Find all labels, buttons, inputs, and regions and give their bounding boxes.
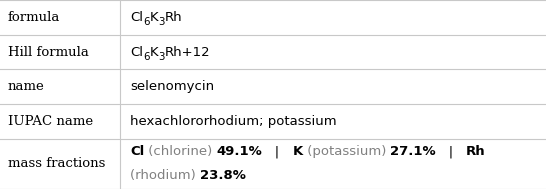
Text: (chlorine): (chlorine) (144, 145, 217, 158)
Text: 6: 6 (143, 17, 150, 27)
Text: Rh: Rh (165, 11, 182, 24)
Text: (rhodium): (rhodium) (130, 169, 200, 182)
Text: 27.1%: 27.1% (390, 145, 436, 158)
Text: IUPAC name: IUPAC name (8, 115, 93, 128)
Text: 49.1%: 49.1% (217, 145, 263, 158)
Text: 3: 3 (158, 52, 165, 62)
Text: Rh: Rh (466, 145, 485, 158)
Text: Cl: Cl (130, 11, 143, 24)
Text: mass fractions: mass fractions (8, 157, 105, 170)
Text: K: K (150, 11, 158, 24)
Text: K: K (292, 145, 302, 158)
Text: |: | (263, 145, 292, 158)
Text: Hill formula: Hill formula (8, 46, 89, 59)
Text: 3: 3 (158, 17, 165, 27)
Text: 6: 6 (143, 52, 150, 62)
Text: hexachlororhodium; potassium: hexachlororhodium; potassium (130, 115, 337, 128)
Text: name: name (8, 80, 45, 93)
Text: formula: formula (8, 11, 61, 24)
Text: Cl: Cl (130, 46, 143, 59)
Text: Cl: Cl (130, 145, 144, 158)
Text: K: K (150, 46, 158, 59)
Text: (potassium): (potassium) (302, 145, 390, 158)
Text: Rh+12: Rh+12 (165, 46, 210, 59)
Text: 23.8%: 23.8% (200, 169, 246, 182)
Text: selenomycin: selenomycin (130, 80, 214, 93)
Text: |: | (436, 145, 466, 158)
